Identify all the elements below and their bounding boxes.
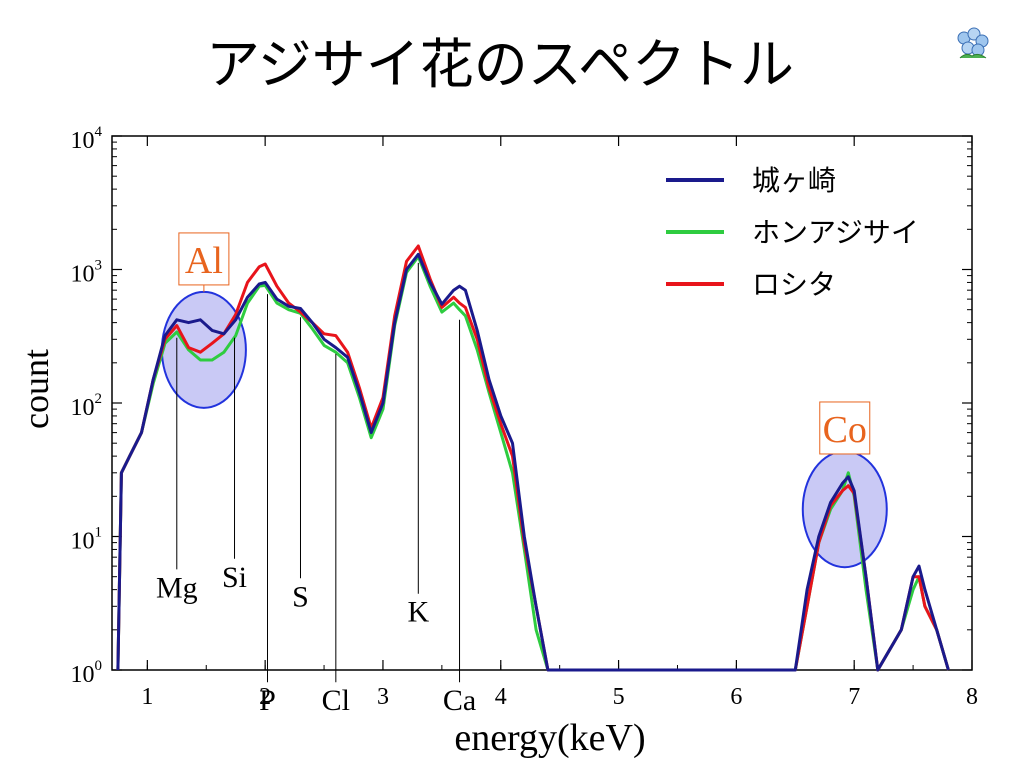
annotation-label-cl: Cl (322, 684, 350, 717)
legend-label-0: 城ヶ崎 (752, 164, 836, 197)
series-line-0 (116, 252, 950, 672)
annotation-label-si: Si (222, 561, 247, 594)
y-tick-label: 101 (71, 525, 103, 555)
y-tick-label: 104 (71, 124, 103, 154)
y-tick-label: 102 (71, 391, 103, 421)
legend-label-1: ホンアジサイ (752, 216, 919, 249)
annotation-label-s: S (292, 580, 309, 613)
highlight-box-al (178, 232, 230, 286)
highlight-box-co (819, 401, 871, 455)
highlight-label-co: Co (823, 409, 867, 451)
legend-label-2: ロシタ (752, 268, 836, 301)
x-tick-label: 1 (141, 684, 153, 710)
x-axis-label: energy(keV) (454, 717, 645, 759)
highlight-label-al: Al (185, 240, 223, 282)
x-tick-label: 5 (613, 684, 625, 710)
x-tick-label: 3 (377, 684, 389, 710)
annotation-label-k: K (407, 596, 429, 629)
page-title: アジサイ花のスペクトル (205, 33, 795, 96)
hydrangea-icon (957, 27, 989, 59)
x-tick-label: 7 (848, 684, 860, 710)
annotation-label-mg: Mg (156, 571, 198, 604)
annotation-label-ca: Ca (443, 684, 476, 717)
annotation-label-p: P (259, 684, 276, 717)
x-tick-label: 2 (259, 684, 271, 710)
y-tick-label: 103 (71, 258, 103, 288)
series-line-2 (116, 244, 950, 672)
x-tick-label: 6 (730, 684, 742, 710)
x-tick-label: 8 (966, 684, 978, 710)
y-tick-label: 100 (71, 658, 103, 688)
y-axis-label: count (16, 349, 56, 429)
x-tick-label: 4 (495, 684, 507, 710)
